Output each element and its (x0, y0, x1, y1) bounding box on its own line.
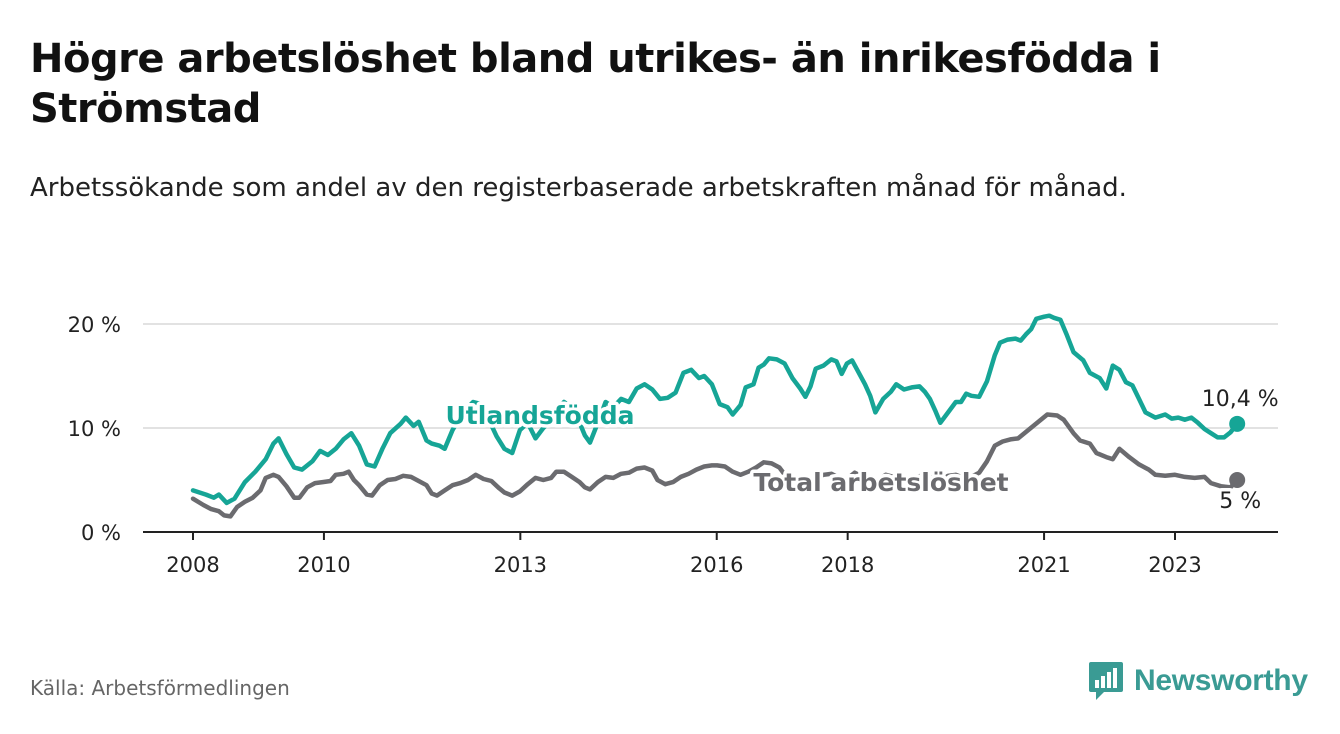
source-note: Källa: Arbetsförmedlingen (30, 676, 290, 700)
series-line-utlandsfodda (190, 313, 1240, 506)
end-label-utlandsfodda-halo: 10,4 % (1202, 387, 1279, 412)
x-tick-label: 2021 (1017, 553, 1070, 577)
series-label-total-text: Total arbetslöshet (753, 468, 1008, 497)
x-tick-label: 2023 (1148, 553, 1201, 577)
x-tick-label: 2008 (166, 553, 219, 577)
end-point-total (1229, 472, 1246, 488)
chart-title: Högre arbetslöshet bland utrikes- än inr… (30, 36, 1161, 132)
x-tick-label: 2018 (821, 553, 874, 577)
series-label-utlandsfodda-text: Utlandsfödda (446, 401, 635, 430)
end-label-utlandsfodda-text: 10,4 % (1202, 387, 1279, 412)
x-tick-label: 2013 (494, 553, 547, 577)
bar-chart-logo-icon (1089, 662, 1123, 700)
series-lines (190, 313, 1246, 519)
series-line-total (190, 412, 1240, 519)
end-label-utlandsfodda: 10,4 %10,4 % (1198, 383, 1282, 415)
brand-name: Newsworthy (1134, 664, 1308, 697)
y-tick-label: 20 % (68, 313, 121, 337)
end-point-utlandsfodda (1229, 415, 1246, 432)
x-tick-label: 2010 (297, 553, 350, 577)
chart-subtitle: Arbetssökande som andel av den registerb… (30, 173, 1127, 203)
end-label-total: 5 %5 % (1216, 486, 1265, 518)
x-tick-label: 2016 (690, 553, 743, 577)
y-tick-label: 0 % (81, 521, 121, 545)
grid-lines (143, 323, 1278, 533)
y-tick-label: 10 % (68, 417, 121, 441)
series-label-total-halo: Total arbetslöshet (753, 468, 1008, 497)
x-axis-ticks: 2008 2010 2013 2016 2018 2021 2023 (166, 532, 1202, 577)
series-label-utlandsfodda-halo: Utlandsfödda (446, 401, 635, 430)
end-label-total-text: 5 % (1219, 489, 1261, 514)
end-label-total-halo: 5 % (1219, 489, 1261, 514)
y-axis-ticks: 0 % 10 % 20 % (68, 313, 121, 545)
newsworthy-logo: Newsworthy (1088, 660, 1308, 702)
